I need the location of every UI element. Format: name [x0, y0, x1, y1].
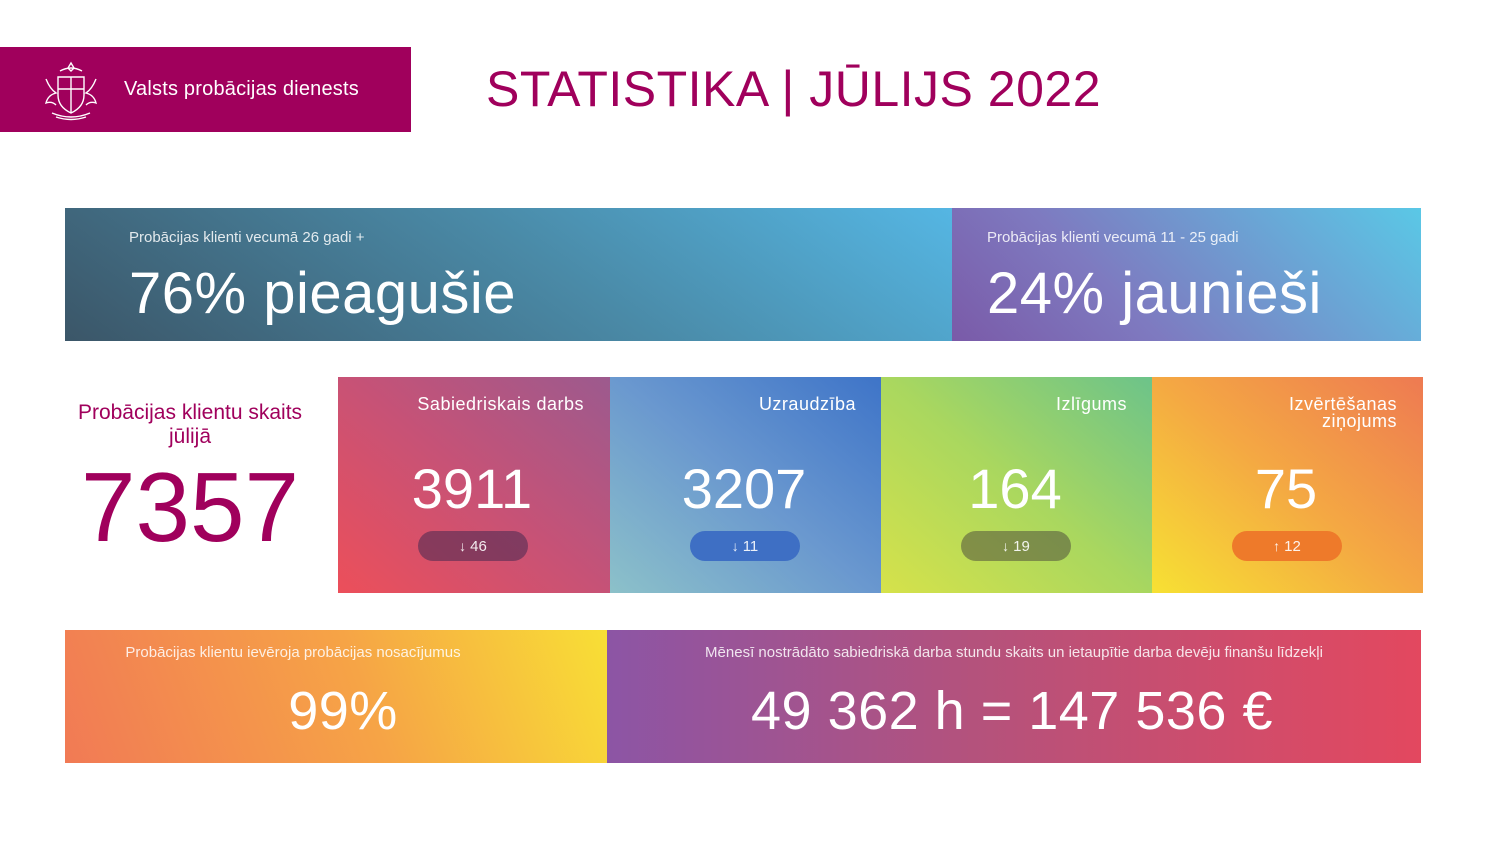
hours-label: Mēnesī nostrādāto sabiedriskā darba stun…: [705, 644, 1323, 661]
youth-value: 24% jaunieši: [987, 261, 1322, 326]
brand-bar: Valsts probācijas dienests: [0, 47, 411, 132]
stat-value: 75: [1254, 457, 1318, 520]
change-badge: ↓ 19: [961, 531, 1071, 561]
change-value: 12: [1284, 538, 1301, 555]
arrow-up-icon: ↑: [1273, 538, 1281, 554]
stat-name: Izlīgums: [1055, 394, 1127, 414]
stat-card-community-work: Sabiedriskais darbs 3911 ↓ 46: [338, 377, 610, 593]
change-value: 46: [470, 538, 487, 555]
change-badge: ↓ 11: [690, 531, 800, 561]
change-value: 11: [742, 538, 759, 555]
total-clients-label: Probācijas klientu skaits jūlijā: [77, 401, 303, 448]
stat-name: Uzraudzība: [758, 394, 856, 414]
stat-name: Izvērtēšanas ziņojums: [1288, 394, 1397, 431]
stat-card-settlement: Izlīgums 164 ↓ 19: [881, 377, 1153, 593]
org-name: Valsts probācijas dienests: [124, 78, 359, 100]
youth-label: Probācijas klienti vecumā 11 - 25 gadi: [987, 229, 1239, 246]
compliance-value: 99%: [288, 681, 398, 741]
compliance-label: Probācijas klientu ievēroja probācijas n…: [125, 644, 461, 661]
stat-value: 164: [968, 457, 1062, 520]
arrow-down-icon: ↓: [731, 538, 739, 554]
youth-panel: Probācijas klienti vecumā 11 - 25 gadi 2…: [952, 208, 1421, 341]
total-clients-value: 7357: [80, 452, 299, 562]
arrow-down-icon: ↓: [459, 538, 467, 554]
page-title: STATISTIKA | JŪLIJS 2022: [486, 61, 1102, 117]
adults-value: 76% pieagušie: [129, 261, 517, 326]
change-badge: ↑ 12: [1232, 531, 1342, 561]
stat-card-assessment-report: Izvērtēšanas ziņojums 75 ↑ 12: [1152, 377, 1423, 593]
change-badge: ↓ 46: [418, 531, 528, 561]
stat-name: Sabiedriskais darbs: [417, 394, 584, 414]
change-value: 19: [1013, 538, 1030, 555]
hours-panel: Mēnesī nostrādāto sabiedriskā darba stun…: [607, 630, 1421, 763]
coat-of-arms-icon: [45, 61, 97, 120]
stat-value: 3207: [681, 457, 807, 520]
hours-value: 49 362 h = 147 536 €: [751, 681, 1273, 741]
arrow-down-icon: ↓: [1002, 538, 1010, 554]
adults-panel: Probācijas klienti vecumā 26 gadi + 76% …: [65, 208, 952, 341]
stat-card-supervision: Uzraudzība 3207 ↓ 11: [610, 377, 882, 593]
stat-value: 3911: [411, 457, 533, 520]
adults-label: Probācijas klienti vecumā 26 gadi +: [129, 229, 365, 246]
compliance-panel: Probācijas klientu ievēroja probācijas n…: [65, 630, 607, 763]
